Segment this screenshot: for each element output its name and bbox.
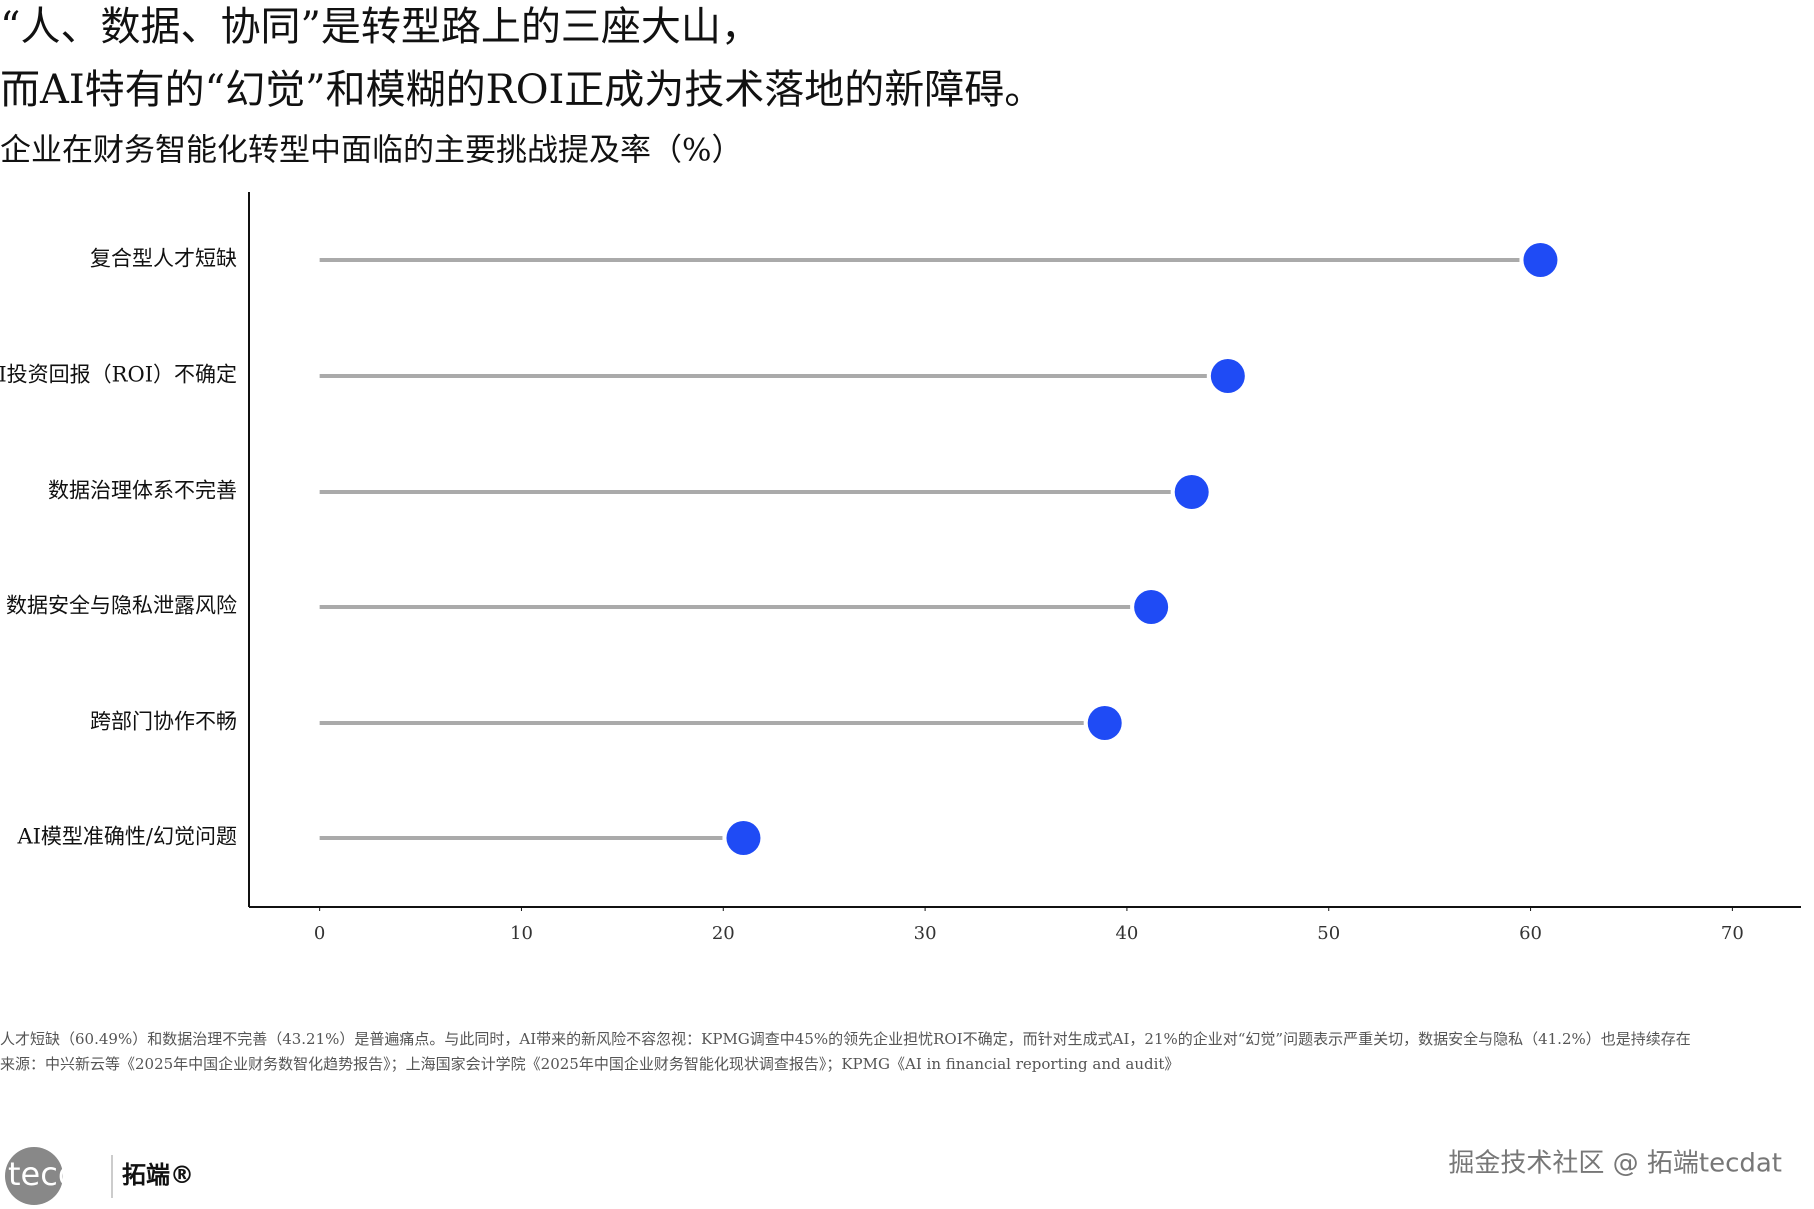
footnote: 来源：中兴新云等《2025年中国企业财务数智化趋势报告》；上海国家会计学院《20… xyxy=(0,1055,1179,1073)
subtitle: 企业在财务智能化转型中面临的主要挑战提及率（%） xyxy=(0,133,742,169)
y-tick-label: 数据治理体系不完善 xyxy=(48,479,237,503)
dot xyxy=(1210,359,1245,393)
x-tick-label: 40 xyxy=(1115,923,1138,944)
y-tick-label: 数据安全与隐私泄露风险 xyxy=(6,594,237,618)
y-tick-label: AI投资回报（ROI）不确定 xyxy=(0,363,237,387)
dot xyxy=(1087,706,1122,740)
dot xyxy=(1174,475,1209,509)
dot xyxy=(726,821,761,855)
x-tick-label: 30 xyxy=(914,923,937,944)
footnote: 人才短缺（60.49%）和数据治理不完善（43.21%）是普遍痛点。与此同时，A… xyxy=(0,1030,1691,1048)
title-line: 而AI特有的“幻觉”和模糊的ROI正成为技术落地的新障碍。 xyxy=(0,67,1044,113)
dot xyxy=(1134,590,1169,624)
y-tick-label: 复合型人才短缺 xyxy=(90,247,237,271)
x-tick-label: 20 xyxy=(712,923,735,944)
x-tick-label: 50 xyxy=(1317,923,1340,944)
y-tick-label: 跨部门协作不畅 xyxy=(90,710,237,734)
logo-circle xyxy=(5,1147,63,1205)
watermark: 掘金技术社区 @ 拓端tecdat xyxy=(1448,1149,1782,1179)
logo-name: 拓端® xyxy=(122,1161,194,1189)
title-line: “人、数据、协同”是转型路上的三座大山， xyxy=(0,4,761,50)
logo-brand: tecdat xyxy=(8,1155,110,1193)
x-tick-label: 60 xyxy=(1519,923,1542,944)
dot xyxy=(1523,243,1558,277)
x-tick-label: 0 xyxy=(314,923,325,944)
x-tick-label: 10 xyxy=(510,923,533,944)
y-tick-label: AI模型准确性/幻觉问题 xyxy=(16,825,237,849)
x-tick-label: 70 xyxy=(1721,923,1744,944)
